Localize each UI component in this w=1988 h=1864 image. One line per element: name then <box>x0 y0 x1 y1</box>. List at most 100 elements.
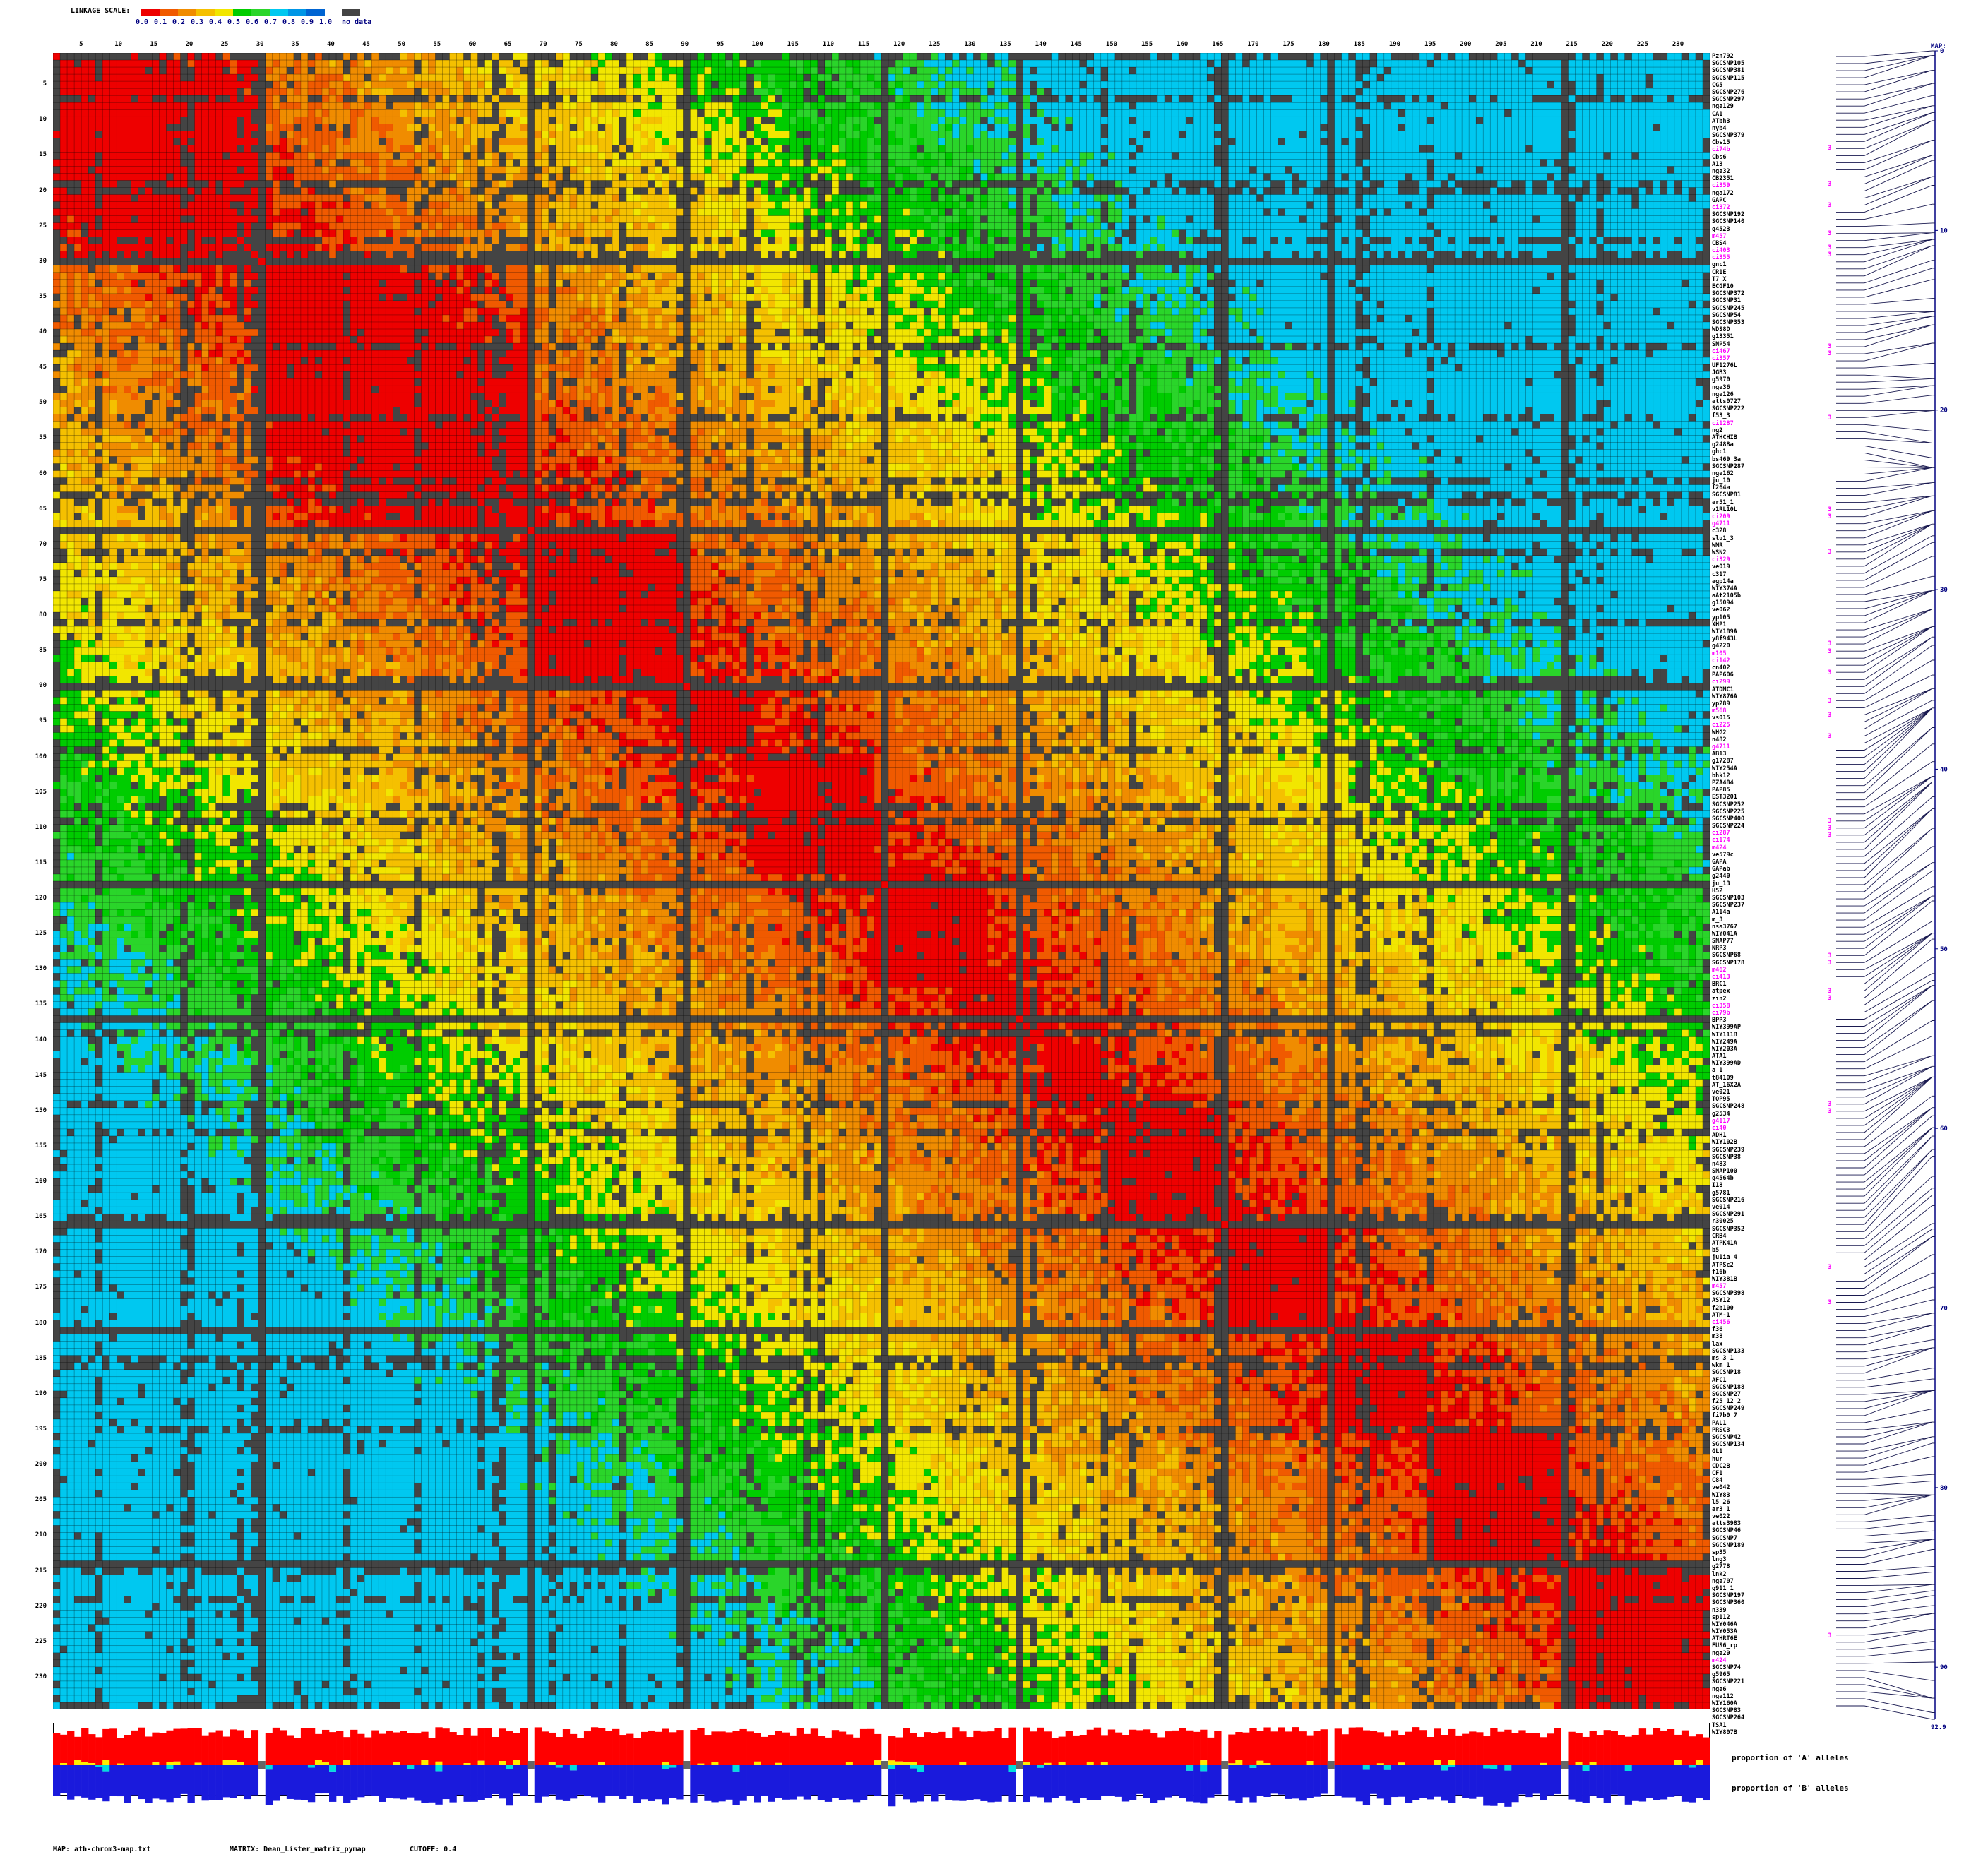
a-allele-bar <box>810 1728 819 1765</box>
column-tick-label: 225 <box>1636 41 1649 48</box>
marker-name: nga36 <box>1712 383 1730 391</box>
row-tick-label: 30 <box>39 257 47 265</box>
b-allele-bar <box>775 1765 782 1798</box>
a-allele-bar <box>293 1738 302 1765</box>
b-het-bar <box>1249 1765 1257 1768</box>
row-tick-label: 5 <box>42 80 47 88</box>
marker-name: ATPK41A <box>1712 1239 1737 1247</box>
b-allele-bar <box>1058 1765 1066 1796</box>
marker-flag: 3 <box>1828 506 1832 513</box>
marker-name: PAP606 <box>1712 671 1734 679</box>
marker-name: CDC2B <box>1712 1462 1730 1470</box>
a-allele-bar <box>166 1730 174 1762</box>
b-allele-bar <box>222 1765 230 1798</box>
row-tick-label: 225 <box>35 1637 47 1645</box>
a-het-bar <box>903 1762 910 1765</box>
a-allele-bar <box>321 1729 330 1763</box>
marker-name: SGCSNP103 <box>1712 894 1745 902</box>
a-allele-bar <box>400 1731 407 1765</box>
a-het-bar <box>754 1761 761 1765</box>
marker-flag: 3 <box>1828 987 1832 995</box>
b-allele-bar <box>1638 1765 1647 1802</box>
marker-name: GAPab <box>1712 866 1730 873</box>
a-allele-bar <box>1079 1735 1088 1765</box>
marker-flag: 3 <box>1828 669 1832 676</box>
a-allele-bar <box>626 1733 634 1765</box>
b-allele-bar <box>442 1765 450 1800</box>
b-allele-bar <box>180 1765 188 1794</box>
a-het-bar <box>874 1760 882 1765</box>
b-allele-bar <box>917 1772 924 1802</box>
marker-name: SGCSNP42 <box>1712 1434 1741 1441</box>
b-allele-bar <box>845 1765 854 1800</box>
b-allele-bar <box>1688 1767 1696 1803</box>
legend-swatch <box>160 9 178 16</box>
a-het-bar <box>421 1760 429 1765</box>
map-file-label: MAP: ath-chrom3-map.txt <box>53 1846 151 1853</box>
allele-missing-bar <box>881 1761 889 1769</box>
a-het-bar <box>463 1763 471 1765</box>
b-het-bar <box>102 1765 110 1772</box>
marker-name: g4117 <box>1712 1117 1730 1125</box>
matrix-file-label: MATRIX: Dean_Lister_matrix_pymap <box>230 1846 366 1853</box>
marker-name: f16b <box>1712 1268 1727 1276</box>
b-allele-bar <box>555 1767 564 1800</box>
allele-missing-bar <box>1561 1761 1569 1769</box>
a-allele-bar <box>1256 1731 1264 1761</box>
marker-name: g5965 <box>1712 1671 1730 1679</box>
b-allele-bar <box>230 1765 237 1798</box>
marker-name: A114a <box>1712 909 1730 916</box>
a-allele-bar <box>109 1728 117 1765</box>
marker-flag: 3 <box>1828 180 1832 188</box>
b-allele-bar <box>1617 1765 1625 1796</box>
marker-name: WIY399AP <box>1712 1024 1741 1032</box>
legend-tick-label: 0.8 <box>282 18 296 26</box>
a-allele-bar <box>1200 1729 1208 1761</box>
a-allele-bar <box>117 1738 124 1764</box>
marker-flag: 3 <box>1828 640 1832 648</box>
marker-name: m424 <box>1712 844 1727 852</box>
b-allele-bar <box>484 1765 492 1798</box>
a-allele-bar <box>208 1732 216 1765</box>
b-allele-bar <box>1072 1765 1081 1803</box>
a-het-bar <box>81 1762 89 1765</box>
marker-name: SGCSNP54 <box>1712 311 1741 319</box>
marker-name: PAP85 <box>1712 787 1730 794</box>
a-allele-bar <box>1235 1732 1243 1760</box>
b-allele-bar <box>704 1765 712 1801</box>
marker-name: atts0727 <box>1712 398 1741 405</box>
marker-name: SGCSNP7 <box>1712 1534 1737 1542</box>
a-allele-bar <box>605 1731 613 1765</box>
allele-proportion-chart <box>53 1723 1710 1807</box>
marker-name: XHP1 <box>1712 621 1727 628</box>
b-allele-bar <box>456 1765 464 1796</box>
marker-name: g4523 <box>1712 225 1730 233</box>
marker-name: nga32 <box>1712 168 1730 175</box>
marker-name: fi7b0_7 <box>1712 1412 1737 1420</box>
marker-name: SGCSNP134 <box>1712 1441 1745 1449</box>
b-allele-bar <box>1207 1765 1215 1798</box>
marker-name: b5 <box>1712 1247 1720 1255</box>
b-allele-bar <box>300 1765 309 1800</box>
a-allele-bar <box>81 1728 89 1762</box>
genetic-map: MAP:0 10 20 30 40 50 60 70 80 90 92.9 <box>1836 43 1948 1731</box>
a-allele-bar <box>279 1730 287 1765</box>
a-allele-bar <box>513 1733 520 1760</box>
a-allele-bar <box>803 1733 811 1765</box>
b-allele-bar <box>428 1765 436 1803</box>
b-allele-bar <box>1532 1765 1540 1794</box>
a-het-bar <box>88 1763 96 1765</box>
column-tick-label: 140 <box>1035 41 1047 48</box>
marker-name: ng2 <box>1712 426 1723 434</box>
a-het-bar <box>102 1760 110 1765</box>
a-allele-bar <box>1121 1735 1130 1765</box>
b-allele-bar <box>520 1765 528 1796</box>
b-allele-bar <box>321 1765 330 1794</box>
legend-tick-label: 0.7 <box>264 18 278 26</box>
a-het-bar <box>959 1762 967 1765</box>
a-het-bar <box>1589 1762 1597 1765</box>
marker-name: CBS4 <box>1712 239 1727 247</box>
b-allele-bar <box>852 1765 861 1803</box>
column-tick-label: 40 <box>327 41 335 48</box>
marker-name: ci359 <box>1712 182 1730 190</box>
